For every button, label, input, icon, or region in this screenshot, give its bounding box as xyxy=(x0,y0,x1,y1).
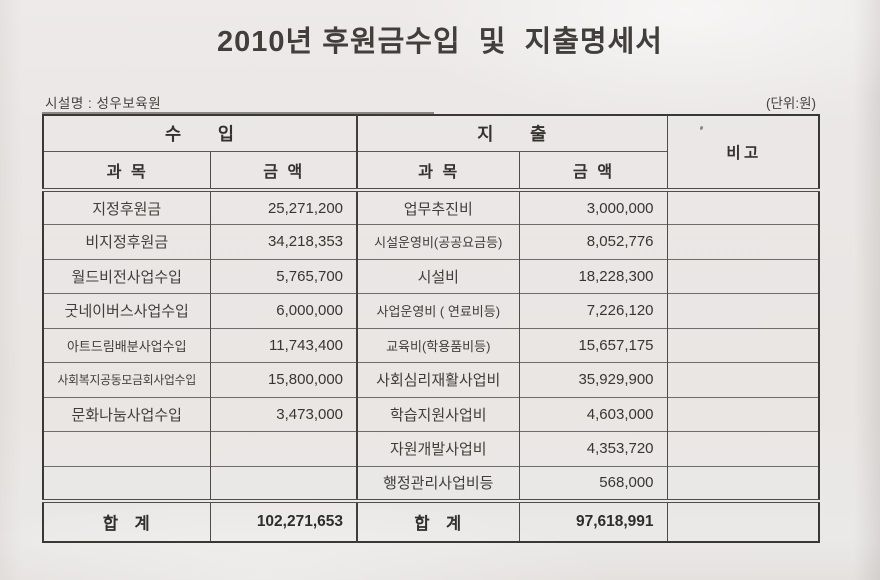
income-total-label: 합계 xyxy=(43,498,210,542)
cell-expense-cat: 교육비(학용품비등) xyxy=(356,327,520,363)
cell-expense-amt: 8,052,776 xyxy=(518,224,668,259)
table-row: 사회복지공동모금회사업수입 15,800,000 사회심리재활사업비 35,929,9… xyxy=(43,362,820,397)
total-row: 합계 102,271,653 합계 97,618,991 xyxy=(43,498,820,542)
table-row: 비지정후원금 34,218,353 시설운영비(공공요금등) 8,052,776 xyxy=(43,224,820,259)
cell-income-cat xyxy=(43,465,210,501)
table-row: 지정후원금 25,271,200 업무추진비 3,000,000 xyxy=(43,190,820,225)
table-body: 지정후원금 25,271,200 업무추진비 3,000,000 비지정후원금 34,21… xyxy=(43,190,820,501)
cell-expense-cat: 행정관리사업비등 xyxy=(356,465,520,501)
remarks-header: 비고 xyxy=(666,115,820,192)
table-row: 월드비전사업수입 5,765,700 시설비 18,228,300 xyxy=(43,258,820,294)
statement-table-wrap: 수입 지출 비고 과목 금액 과목 금액 지정후원금 25,271,200 업무추진… xyxy=(42,114,821,543)
cell-income-amt: 34,218,353 xyxy=(209,224,358,259)
cell-income-amt: 15,800,000 xyxy=(209,362,358,397)
cell-expense-cat: 업무추진비 xyxy=(356,190,520,225)
expense-total-amount: 97,618,991 xyxy=(518,498,668,542)
cell-income-amt: 3,473,000 xyxy=(209,396,358,432)
facility-name-label: 시설명 : 성우보육원 xyxy=(45,96,162,111)
cell-remarks xyxy=(666,293,820,328)
expense-category-header: 과목 xyxy=(356,151,520,192)
cell-expense-amt: 18,228,300 xyxy=(518,258,668,294)
cell-expense-cat: 시설운영비(공공요금등) xyxy=(356,224,520,259)
expense-amount-header: 금액 xyxy=(518,151,668,192)
cell-expense-amt: 4,603,000 xyxy=(518,396,668,432)
header-row-columns: 과목 금액 과목 금액 xyxy=(43,151,819,192)
table-row: 행정관리사업비등 568,000 xyxy=(43,465,820,501)
cell-income-cat: 월드비전사업수입 xyxy=(43,258,210,294)
income-total-amount: 102,271,653 xyxy=(209,498,358,542)
cell-income-cat: 비지정후원금 xyxy=(43,224,210,259)
facility-underline xyxy=(42,112,434,114)
table-row: 문화나눔사업수입 3,473,000 학습지원사업비 4,603,000 xyxy=(43,396,820,432)
cell-expense-amt: 4,353,720 xyxy=(518,431,668,466)
cell-income-cat: 아트드림배분사업수입 xyxy=(43,327,210,363)
table-header: 수입 지출 비고 과목 금액 과목 금액 xyxy=(43,115,820,192)
expense-total-label: 합계 xyxy=(356,498,520,542)
cell-remarks xyxy=(666,396,820,432)
table-row: 굿네이버스사업수입 6,000,000 사업운영비 ( 연료비등) 7,226,120 xyxy=(43,293,820,328)
cell-remarks xyxy=(666,362,820,397)
cell-expense-amt: 15,657,175 xyxy=(518,327,668,363)
cell-expense-cat: 학습지원사업비 xyxy=(356,396,520,432)
total-remarks-cell xyxy=(666,498,820,542)
header-row-sections: 수입 지출 비고 xyxy=(43,115,820,192)
income-amount-header: 금액 xyxy=(209,151,358,192)
cell-remarks xyxy=(666,258,820,294)
cell-expense-amt: 35,929,900 xyxy=(518,362,668,397)
cell-remarks xyxy=(666,431,820,466)
cell-expense-cat: 시설비 xyxy=(356,258,520,294)
cell-income-cat: 문화나눔사업수입 xyxy=(43,396,210,432)
cell-expense-amt: 568,000 xyxy=(518,465,668,501)
cell-remarks xyxy=(666,224,820,259)
cell-remarks xyxy=(666,327,820,363)
cell-expense-cat: 사업운영비 ( 연료비등) xyxy=(356,293,520,328)
cell-income-amt: 5,765,700 xyxy=(209,258,358,294)
cell-remarks xyxy=(666,190,820,225)
income-expense-table: 수입 지출 비고 과목 금액 과목 금액 지정후원금 25,271,200 업무추진… xyxy=(42,114,821,543)
cell-income-cat: 사회복지공동모금회사업수입 xyxy=(43,362,210,397)
cell-income-cat: 굿네이버스사업수입 xyxy=(43,293,210,328)
cell-income-amt: 6,000,000 xyxy=(209,293,358,328)
cell-income-cat xyxy=(43,431,210,466)
table-row: 아트드림배분사업수입 11,743,400 교육비(학용품비등) 15,657,175 xyxy=(43,327,820,363)
expense-section-header: 지출 xyxy=(356,115,668,152)
cell-income-cat: 지정후원금 xyxy=(92,200,162,218)
table-footer: 합계 102,271,653 합계 97,618,991 xyxy=(43,498,820,542)
cell-expense-amt: 7,226,120 xyxy=(518,293,668,328)
cell-income-amt xyxy=(209,431,358,466)
cell-expense-cat: 사회심리재활사업비 xyxy=(356,362,520,397)
document-title: 2010년 후원금수입 및 지출명세서 xyxy=(217,26,663,58)
cell-expense-cat: 자원개발사업비 xyxy=(356,431,520,466)
cell-remarks xyxy=(666,465,820,501)
income-category-header: 과목 xyxy=(43,151,210,192)
cell-income-amt: 25,271,200 xyxy=(209,190,358,225)
income-section-header: 수입 xyxy=(165,124,271,144)
cell-income-amt xyxy=(209,465,358,501)
unit-label: (단위:원) xyxy=(765,96,816,111)
cell-income-amt: 11,743,400 xyxy=(209,327,358,363)
table-row: 자원개발사업비 4,353,720 xyxy=(43,431,820,466)
cell-expense-amt: 3,000,000 xyxy=(518,190,668,225)
